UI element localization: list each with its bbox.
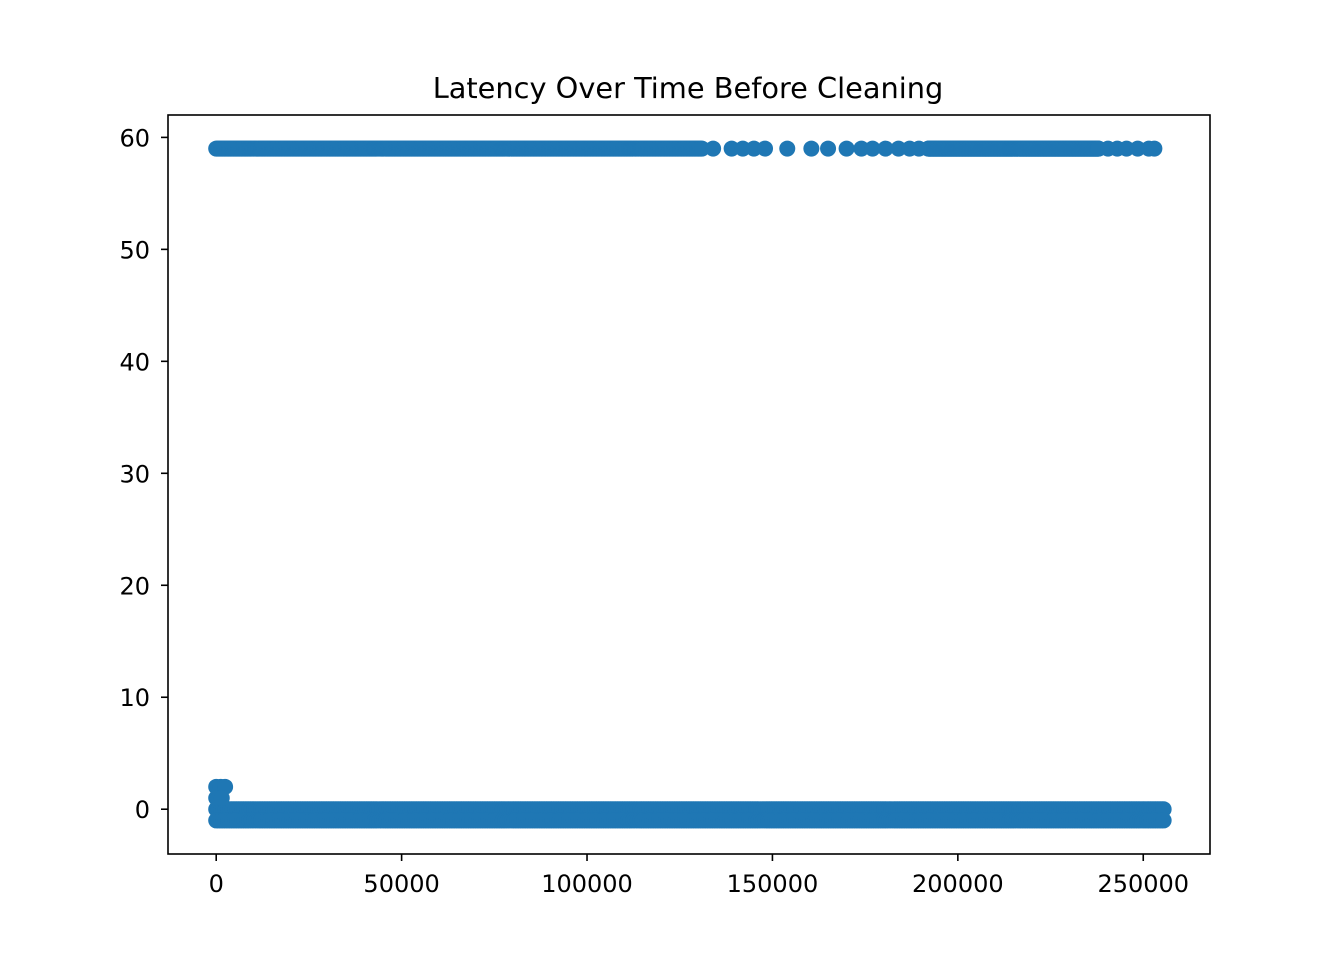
data-point: [853, 140, 870, 157]
data-point: [864, 140, 881, 157]
data-points-layer: [208, 140, 1172, 829]
y-tick-label: 20: [119, 572, 150, 600]
data-point: [693, 140, 710, 157]
data-point: [910, 140, 927, 157]
data-point: [705, 140, 722, 157]
y-tick-label: 50: [119, 236, 150, 264]
x-tick-label: 50000: [363, 870, 439, 898]
data-point: [838, 140, 855, 157]
data-point: [723, 140, 740, 157]
data-point: [1129, 140, 1146, 157]
data-point: [734, 140, 751, 157]
data-point: [757, 140, 774, 157]
y-tick-label: 10: [119, 684, 150, 712]
y-tick-label: 0: [135, 796, 150, 824]
data-point: [779, 140, 796, 157]
data-point: [213, 790, 230, 807]
axes-layer: 0 50000 100000 150000 200000 250000 0 10 20 30 40 5…: [119, 114, 1211, 898]
x-tick-label: 250000: [1097, 870, 1189, 898]
data-point: [1155, 812, 1172, 829]
x-tick-label: 0: [209, 870, 224, 898]
data-point: [803, 140, 820, 157]
x-tick-label: 150000: [727, 870, 819, 898]
data-point: [1118, 140, 1135, 157]
y-tick-label: 60: [119, 124, 150, 152]
x-tick-label: 200000: [912, 870, 1004, 898]
data-point: [877, 140, 894, 157]
data-point: [1146, 140, 1163, 157]
data-point: [890, 140, 907, 157]
data-point: [745, 140, 762, 157]
data-point: [820, 140, 837, 157]
chart-title: Latency Over Time Before Cleaning: [433, 71, 944, 105]
y-tick-label: 30: [119, 460, 150, 488]
plot-frame: [167, 114, 1211, 855]
x-tick-label: 100000: [541, 870, 633, 898]
y-tick-label: 40: [119, 348, 150, 376]
